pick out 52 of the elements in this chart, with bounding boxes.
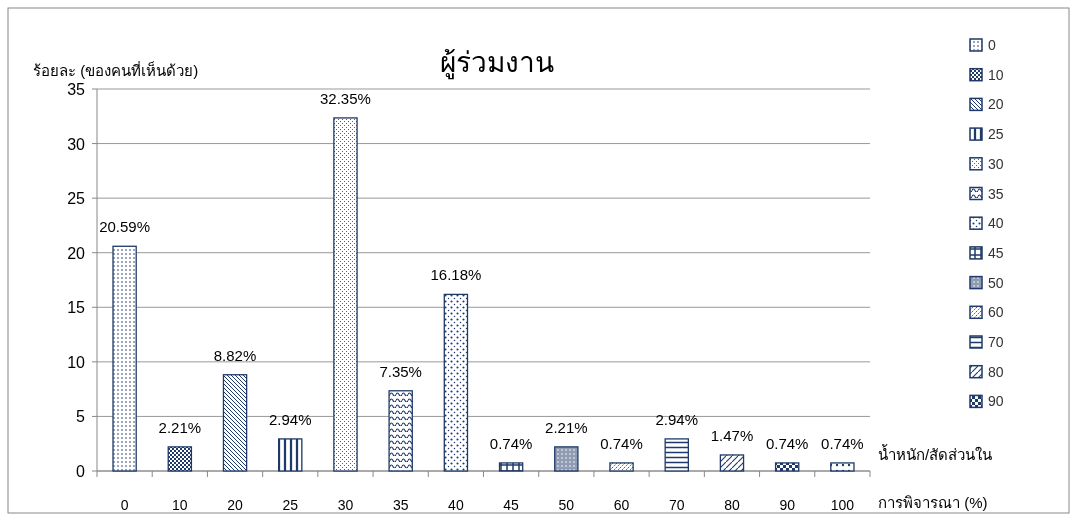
x-tick-label: 0 (120, 497, 129, 513)
legend-label: 20 (988, 96, 1004, 113)
x-tick-label: 10 (172, 497, 188, 513)
x-tick-label: 50 (558, 497, 575, 513)
y-tick-label: 10 (67, 353, 86, 371)
legend-label: 90 (988, 393, 1004, 410)
x-tick-label: 35 (392, 497, 409, 513)
legend-label: 50 (988, 274, 1004, 291)
y-tick-label: 35 (67, 81, 86, 98)
x-tick-label: 60 (613, 497, 630, 513)
legend-label: 35 (988, 185, 1004, 202)
y-tick-label: 30 (67, 135, 86, 153)
x-tick-label: 40 (448, 497, 464, 513)
legend-label: 60 (988, 304, 1004, 321)
legend-label: 70 (988, 334, 1004, 350)
chart-title: ผู้ร่วมงาน (440, 47, 554, 80)
data-label: 8.82% (213, 346, 257, 364)
y-axis-title: ร้อยละ (ของคนที่เห็นด้วย) (33, 60, 199, 79)
legend-label: 30 (988, 155, 1004, 172)
x-tick-label: 80 (724, 497, 740, 513)
data-label: 0.74% (489, 434, 533, 452)
data-label: 0.74% (600, 434, 643, 452)
data-label: 2.21% (158, 418, 202, 436)
legend-label: 25 (988, 126, 1004, 143)
y-tick-label: 0 (76, 463, 86, 480)
data-label: 2.94% (655, 410, 699, 428)
data-label: 2.94% (268, 410, 312, 428)
y-tick-label: 25 (67, 190, 86, 208)
data-label: 32.35% (320, 89, 371, 107)
y-tick-label: 15 (67, 299, 86, 317)
data-label: 16.18% (430, 266, 482, 284)
data-label: 2.21% (545, 418, 588, 436)
legend-label: 10 (988, 66, 1004, 83)
legend-label: 80 (988, 363, 1004, 380)
x-tick-label: 25 (282, 497, 299, 513)
data-label: 0.74% (765, 434, 809, 452)
y-tick-label: 5 (76, 408, 86, 426)
x-tick-label: 100 (830, 497, 855, 513)
x-tick-label: 70 (668, 497, 685, 513)
legend-label: 0 (988, 37, 996, 53)
x-tick-label: 45 (503, 497, 520, 513)
y-tick-label: 20 (67, 244, 86, 262)
x-tick-label: 30 (337, 497, 354, 513)
x-tick-label: 20 (227, 497, 244, 513)
legend-label: 45 (988, 244, 1004, 261)
data-label: 1.47% (710, 426, 754, 444)
data-label: 0.74% (821, 434, 864, 452)
text: น้ำหนัก/สัดส่วนใน การพิจารณา (%) (878, 446, 993, 511)
legend-label: 40 (988, 215, 1004, 232)
data-label: 20.59% (99, 218, 151, 236)
x-tick-label: 90 (779, 497, 796, 513)
data-label: 7.35% (379, 362, 422, 380)
